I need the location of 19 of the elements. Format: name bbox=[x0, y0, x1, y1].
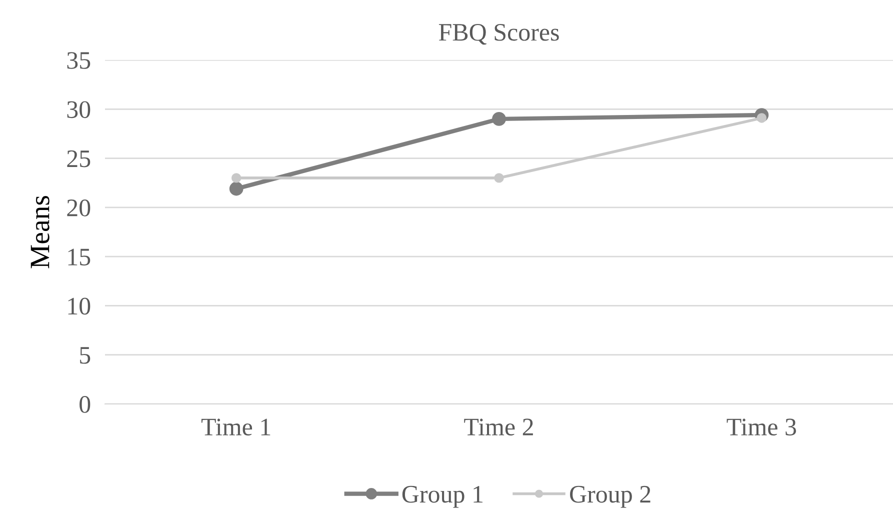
y-tick-label: 5 bbox=[80, 347, 90, 364]
y-tick-label: 25 bbox=[67, 150, 90, 168]
point bbox=[492, 112, 506, 126]
legend-label: Group 1 bbox=[402, 486, 482, 508]
x-tick-label: Time 3 bbox=[726, 418, 796, 436]
chart-title: FBQ Scores bbox=[438, 24, 559, 45]
y-tick-label: 15 bbox=[68, 248, 90, 266]
point bbox=[231, 173, 242, 183]
y-tick-label: 20 bbox=[67, 199, 90, 216]
x-tick-label: Time 1 bbox=[201, 418, 270, 436]
legend-label: Group 2 bbox=[570, 486, 650, 508]
x-tick-label: Time 2 bbox=[464, 418, 533, 436]
point bbox=[229, 182, 244, 196]
point bbox=[494, 173, 504, 183]
y-tick-label: 10 bbox=[68, 298, 90, 315]
y-tick-label: 0 bbox=[80, 396, 90, 413]
y-axis-title: Means bbox=[30, 196, 50, 268]
y-tick-label: 30 bbox=[67, 101, 90, 118]
y-tick-label: 35 bbox=[67, 52, 90, 69]
